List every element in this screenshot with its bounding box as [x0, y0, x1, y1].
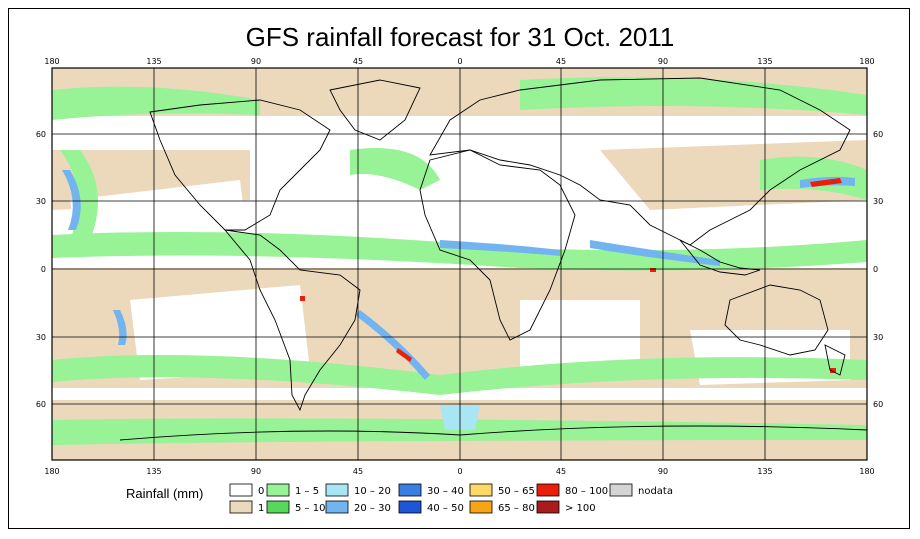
page-title: GFS rainfall forecast for 31 Oct. 2011: [245, 22, 675, 52]
lon-label: 135: [757, 57, 772, 66]
lon-label: 45: [353, 57, 363, 66]
legend-swatch: [469, 483, 493, 497]
legend-label: 80 – 100: [565, 486, 608, 497]
legend-swatch: [536, 500, 560, 514]
lon-label: 135: [757, 467, 772, 476]
legend-label: 1 – 5: [295, 486, 319, 497]
legend-swatch: [609, 483, 633, 497]
lat-labels-left: 60 30 0 30 60: [36, 130, 46, 409]
lat-label: 30: [873, 197, 883, 206]
figure-frame: [8, 8, 910, 529]
graticule: [52, 68, 867, 460]
legend-label: 10 – 20: [354, 486, 391, 497]
lat-labels-right: 60 30 0 30 60: [873, 130, 883, 409]
legend-label: 50 – 65: [498, 486, 535, 497]
legend-label: nodata: [638, 486, 673, 497]
lon-label: 180: [44, 57, 59, 66]
legend-label: > 100: [565, 503, 596, 514]
lat-label: 0: [41, 265, 46, 274]
lon-label: 90: [251, 57, 261, 66]
legend-swatch: [266, 500, 290, 514]
legend-label: 5 – 10: [295, 503, 325, 514]
legend-label: 65 – 80: [498, 503, 535, 514]
legend-label: 0: [258, 486, 264, 497]
map-border: [51, 67, 868, 461]
lat-label: 60: [36, 130, 46, 139]
lon-label: 180: [44, 467, 59, 476]
lon-labels-top: 180 135 90 45 0 45 90 135 180: [44, 57, 874, 66]
lat-label: 60: [873, 130, 883, 139]
lon-label: 90: [658, 57, 668, 66]
lon-labels-bottom: 180 135 90 45 0 45 90 135 180: [44, 467, 874, 476]
legend-title: Rainfall (mm): [126, 486, 203, 501]
legend-swatch: [325, 483, 349, 497]
lat-label: 60: [36, 400, 46, 409]
lat-label: 30: [36, 197, 46, 206]
lon-label: 180: [859, 467, 874, 476]
lon-label: 135: [146, 467, 161, 476]
lon-label: 45: [556, 467, 566, 476]
lat-label: 0: [873, 265, 878, 274]
lon-label: 90: [658, 467, 668, 476]
lat-label: 30: [873, 333, 883, 342]
legend-swatch: [469, 500, 493, 514]
legend-label: 1: [258, 503, 264, 514]
lon-label: 45: [353, 467, 363, 476]
lon-label: 135: [146, 57, 161, 66]
legend-label: 30 – 40: [427, 486, 464, 497]
lon-label: 90: [251, 467, 261, 476]
lat-label: 30: [36, 333, 46, 342]
lat-label: 60: [873, 400, 883, 409]
legend-swatch: [229, 483, 253, 497]
legend-swatch: [398, 500, 422, 514]
legend-swatch: [325, 500, 349, 514]
lon-label: 45: [556, 57, 566, 66]
legend-label: 40 – 50: [427, 503, 464, 514]
rain-zone-80-100mm: [300, 178, 842, 373]
lon-label: 180: [859, 57, 874, 66]
legend-swatch: [536, 483, 560, 497]
lon-label: 0: [457, 57, 462, 66]
legend-label: 20 – 30: [354, 503, 391, 514]
lon-label: 0: [457, 467, 462, 476]
legend-items: 0 1 1 – 5 5 – 10 10 – 20 20 – 30 30 – 40 40 – 5…: [229, 483, 673, 514]
legend-swatch: [398, 483, 422, 497]
legend-swatch: [266, 483, 290, 497]
legend-swatch: [229, 500, 253, 514]
